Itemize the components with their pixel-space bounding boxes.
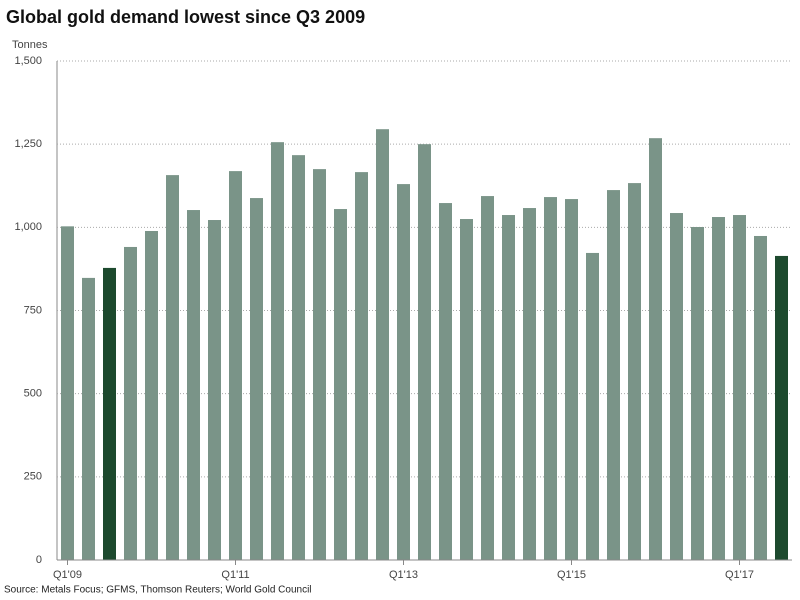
bar [355,172,368,561]
y-tick-label: 1,250 [14,138,42,150]
bar [124,246,137,560]
y-tick-label: 1,000 [14,221,42,233]
bar [754,235,767,560]
bar [334,209,347,560]
bar [61,226,74,560]
bar [733,215,746,561]
y-tick-label: 500 [24,388,42,400]
y-tick-label: 250 [24,471,42,483]
x-tick-label: Q1'15 [557,569,586,581]
bar [166,175,179,560]
bar [460,219,473,560]
bar [649,138,662,561]
bar [775,255,788,560]
x-tick-label: Q1'09 [53,569,82,581]
x-tick-label: Q1'17 [725,569,754,581]
bar [691,227,704,560]
bar [145,230,158,560]
bar [586,252,599,560]
bar [439,203,452,561]
bar [712,217,725,560]
x-tick-label: Q1'13 [389,569,418,581]
bar [607,190,620,561]
bar [397,184,410,560]
bar [670,213,683,560]
y-axis-label: Tonnes [12,39,48,51]
x-tick-label: Q1'11 [221,569,249,581]
y-tick-label: 750 [24,304,42,316]
bar [502,215,515,561]
y-tick-label: 0 [36,554,42,566]
bar [523,208,536,560]
bar [250,198,263,561]
bar [271,142,284,561]
source: Source: Metals Focus; GFMS, Thomson Reut… [4,585,312,596]
bar [229,171,242,560]
bar [103,267,116,560]
chart-title: Global gold demand lowest since Q3 2009 [6,7,365,27]
bar [628,183,641,560]
bar [208,220,221,561]
bar [418,144,431,560]
y-tick-label: 1,500 [14,55,42,67]
bar [376,129,389,561]
bar [82,277,95,560]
bar [481,196,494,560]
bar [313,169,326,560]
bar [544,197,557,560]
bar [565,199,578,560]
bar [187,210,200,560]
bar [292,155,305,561]
